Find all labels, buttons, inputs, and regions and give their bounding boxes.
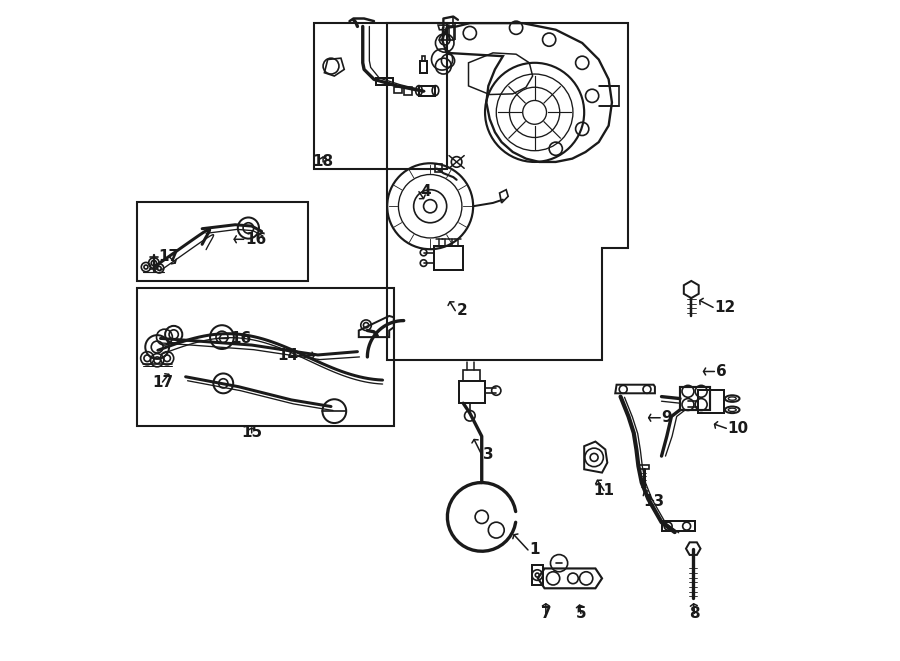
Text: 10: 10 bbox=[727, 421, 749, 436]
Bar bbox=[138, 202, 308, 281]
Text: 4: 4 bbox=[420, 184, 431, 199]
Text: 7: 7 bbox=[541, 606, 551, 621]
Text: 3: 3 bbox=[483, 447, 494, 462]
Text: 9: 9 bbox=[662, 410, 672, 425]
Text: 1: 1 bbox=[529, 543, 540, 557]
Text: 16: 16 bbox=[230, 331, 251, 346]
Text: 12: 12 bbox=[715, 300, 735, 315]
Bar bbox=[314, 23, 446, 169]
Text: 16: 16 bbox=[245, 232, 266, 247]
Text: 11: 11 bbox=[593, 483, 615, 498]
Text: 6: 6 bbox=[716, 364, 726, 379]
Text: 18: 18 bbox=[312, 155, 334, 169]
Text: 15: 15 bbox=[241, 426, 262, 440]
Text: 2: 2 bbox=[456, 303, 467, 318]
Text: 13: 13 bbox=[643, 494, 664, 508]
Bar bbox=[138, 288, 394, 426]
Text: 8: 8 bbox=[689, 606, 700, 621]
Text: 14: 14 bbox=[277, 348, 298, 363]
Text: 5: 5 bbox=[576, 606, 586, 621]
Text: 17: 17 bbox=[158, 249, 180, 264]
Text: 17: 17 bbox=[152, 375, 173, 389]
